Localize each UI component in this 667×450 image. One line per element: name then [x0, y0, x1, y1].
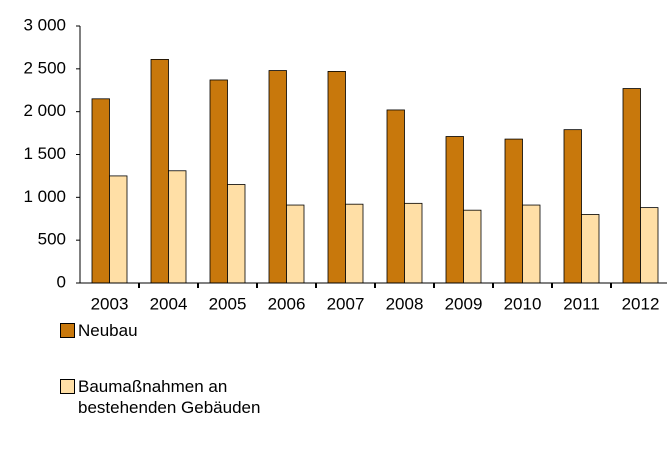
bar — [268, 70, 287, 284]
bar — [581, 214, 600, 284]
x-tick-label: 2008 — [386, 294, 424, 310]
x-tick-label: 2005 — [209, 294, 247, 310]
y-tick-label: 0 — [57, 272, 66, 291]
bar — [91, 98, 110, 284]
bar — [327, 71, 346, 284]
bar — [227, 184, 246, 284]
x-tick-label: 2012 — [622, 294, 660, 310]
x-tick-label: 2007 — [327, 294, 365, 310]
bar — [286, 204, 305, 284]
bar — [445, 136, 464, 284]
plot: 0 500 1 000 1 500 2 000 2 500 3 000 2003 2004 200… — [23, 15, 667, 310]
bar — [109, 175, 128, 284]
bar — [504, 138, 523, 284]
x-tick-label: 2011 — [563, 294, 600, 310]
bar — [345, 203, 364, 284]
y-tick-label: 2 500 — [23, 58, 66, 77]
y-tick-label: 1 000 — [23, 187, 66, 206]
legend-swatch — [60, 323, 75, 338]
legend-label: Neubau — [78, 321, 138, 340]
bar — [522, 204, 541, 284]
bar — [168, 170, 187, 284]
bar — [563, 129, 582, 284]
bar — [150, 59, 169, 284]
x-tick-label: 2006 — [268, 294, 306, 310]
bar — [640, 207, 659, 284]
legend-item: Baumaßnahmen an bestehenden Gebäuden — [60, 376, 288, 418]
x-tick-label: 2009 — [445, 294, 483, 310]
bar — [209, 79, 228, 284]
x-tick-label: 2010 — [504, 294, 542, 310]
x-tick-label: 2003 — [91, 294, 129, 310]
legend-swatch — [60, 379, 75, 394]
x-tick-label: 2004 — [150, 294, 188, 310]
bar — [463, 209, 482, 284]
legend-item: Neubau — [60, 320, 288, 341]
y-tick-label: 3 000 — [23, 15, 66, 34]
bar — [404, 202, 423, 284]
y-tick-label: 500 — [38, 230, 66, 249]
y-tick-label: 2 000 — [23, 101, 66, 120]
legend-label: Baumaßnahmen an bestehenden Gebäuden — [78, 377, 261, 417]
bar — [386, 109, 405, 284]
bar — [622, 88, 641, 284]
y-tick-label: 1 500 — [23, 144, 66, 163]
